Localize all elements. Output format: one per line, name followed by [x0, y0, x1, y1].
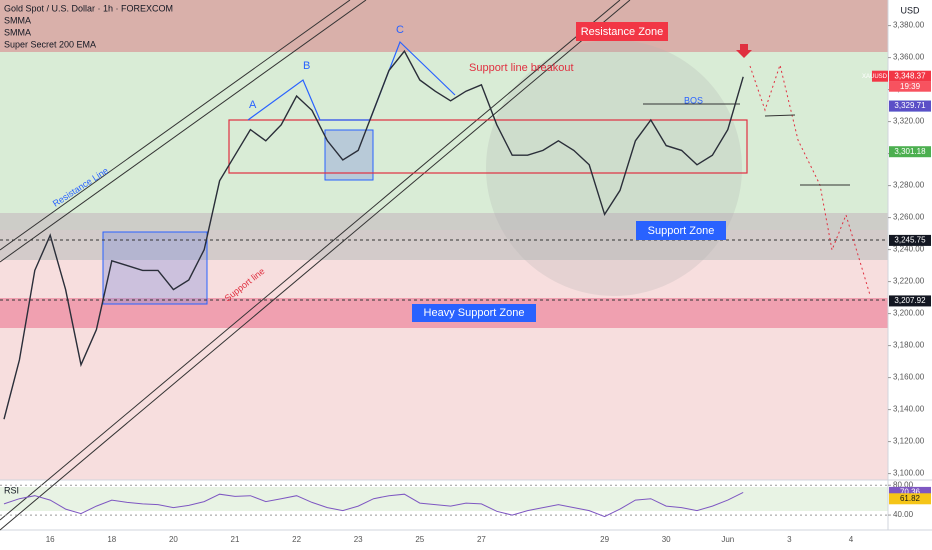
- price-line: [3, 49, 744, 420]
- price-badge: [889, 295, 931, 307]
- channel: [0, 0, 631, 531]
- forecast-level: [764, 114, 796, 117]
- rsi-title: RSI: [4, 485, 19, 495]
- channel-line: [0, 0, 351, 251]
- channel-line: [0, 0, 621, 521]
- annotation: A: [249, 99, 257, 111]
- price-badge: [889, 146, 931, 158]
- price-badge: [889, 70, 931, 82]
- annotation: Heavy Support Zone: [424, 307, 525, 319]
- y-tick-label: 3,260.00: [893, 213, 925, 222]
- y-tick-label: 3,180.00: [893, 341, 925, 350]
- channel-line: [0, 0, 631, 531]
- price-badge: [889, 100, 931, 112]
- y-tick-label: 3,120.00: [893, 437, 925, 446]
- y-tick-label: 40.00: [893, 510, 914, 519]
- x-tick-label: 30: [662, 535, 671, 544]
- highlight-circle: [486, 40, 742, 296]
- price-badge: [889, 486, 931, 498]
- y-tick-label: 3,200.00: [893, 309, 925, 318]
- rsi-line: [3, 491, 744, 518]
- price-badge-label: 3,348.37: [894, 71, 926, 80]
- resistance-zone: [0, 0, 888, 52]
- y-tick-label: 3,160.00: [893, 373, 925, 382]
- x-tick-label: 18: [107, 535, 116, 544]
- down-arrow-icon: [736, 44, 752, 58]
- abc-pattern: [247, 40, 456, 121]
- y-tick-label: 80.00: [893, 480, 914, 489]
- annotation: C: [396, 24, 404, 36]
- symbol-badge: [872, 70, 888, 82]
- indicator-label: Super Secret 200 EMA: [4, 39, 96, 49]
- bear-background: [0, 230, 888, 480]
- rsi-band: [0, 487, 888, 511]
- axis-unit: USD: [900, 5, 920, 15]
- x-tick-label: 29: [600, 535, 609, 544]
- x-tick-label: 27: [477, 535, 486, 544]
- price-badge: [889, 493, 931, 505]
- price-badge-label: 3,245.75: [894, 236, 926, 245]
- y-tick-label: 3,320.00: [893, 117, 925, 126]
- x-tick-label: 23: [354, 535, 363, 544]
- countdown-badge: [889, 81, 931, 92]
- support-zone: [0, 213, 888, 260]
- x-tick-label: Jun: [721, 535, 734, 544]
- x-tick-label: 16: [46, 535, 55, 544]
- x-tick-label: 3: [787, 535, 792, 544]
- symbol-label: XAUUSD: [862, 74, 888, 80]
- y-tick-label: 3,280.00: [893, 181, 925, 190]
- label-box: [576, 22, 668, 41]
- price-badge-label: 61.82: [900, 494, 921, 503]
- range-box: [228, 119, 748, 174]
- y-tick-label: 3,100.00: [893, 469, 925, 478]
- consolidation-box: [324, 129, 374, 181]
- label-box: [412, 304, 536, 322]
- annotation: B: [303, 60, 310, 72]
- x-tick-label: 20: [169, 535, 178, 544]
- y-tick-label: 3,220.00: [893, 277, 925, 286]
- y-tick-label: 3,380.00: [893, 21, 925, 30]
- price-badge-label: 3,329.71: [894, 101, 926, 110]
- annotation: Support Zone: [648, 225, 715, 237]
- price-badge-label: 3,207.92: [894, 296, 926, 305]
- countdown-label: 19:39: [900, 82, 921, 91]
- y-tick-label: 3,140.00: [893, 405, 925, 414]
- indicator-label: SMMA: [4, 27, 31, 37]
- y-tick-label: 3,240.00: [893, 245, 925, 254]
- annotation: Support line breakout: [469, 62, 574, 74]
- x-tick-label: 4: [849, 535, 854, 544]
- consolidation-box: [102, 231, 208, 305]
- chart-title: Gold Spot / U.S. Dollar · 1h · FOREXCOM: [4, 3, 173, 13]
- y-tick-label: 3,360.00: [893, 53, 925, 62]
- x-tick-label: 21: [231, 535, 240, 544]
- annotation: BOS: [684, 95, 703, 105]
- forecast-path: [749, 63, 871, 296]
- channel-line: [0, 0, 367, 263]
- annotation: Resistance Zone: [581, 26, 664, 38]
- x-tick-label: 22: [292, 535, 301, 544]
- price-badge: [889, 234, 931, 246]
- indicator-label: SMMA: [4, 15, 31, 25]
- price-badge-label: 3,301.18: [894, 147, 926, 156]
- x-tick-label: 25: [415, 535, 424, 544]
- label-box: [636, 221, 726, 240]
- price-badge-label: 70.36: [900, 488, 921, 497]
